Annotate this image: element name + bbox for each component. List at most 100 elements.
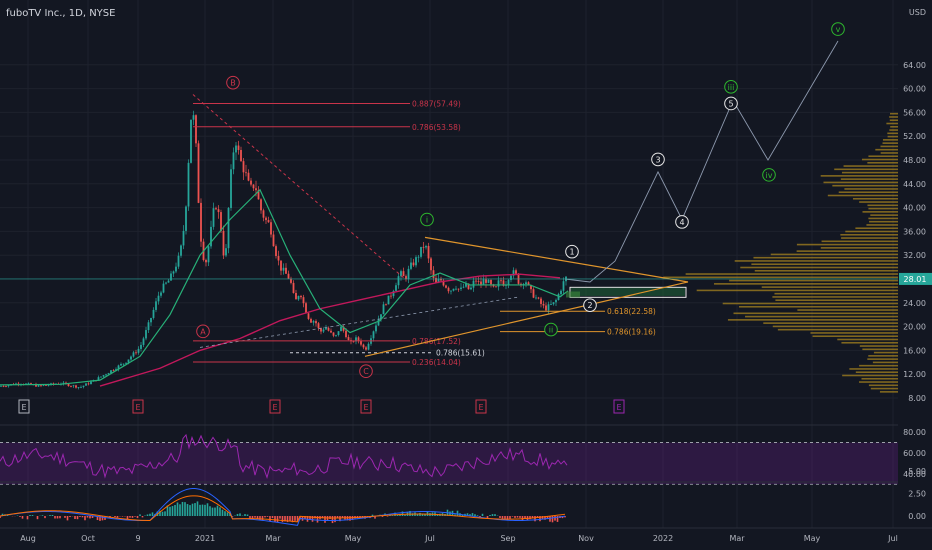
- candle: [82, 385, 85, 387]
- macd-histogram-bar: [189, 505, 191, 516]
- candle: [80, 386, 82, 388]
- macd-histogram-bar: [171, 506, 174, 516]
- macd-histogram-bar: [149, 513, 151, 516]
- macd-histogram-bar: [289, 516, 291, 522]
- candle: [340, 326, 342, 332]
- candle: [542, 303, 545, 306]
- candle: [525, 282, 527, 285]
- candle: [560, 290, 562, 295]
- macd-histogram-bar: [481, 513, 484, 516]
- candle: [200, 202, 202, 242]
- wave-label-circle: [544, 322, 558, 337]
- volume-profile-bar: [751, 263, 898, 266]
- macd-histogram-bar: [96, 516, 99, 521]
- candle: [407, 268, 410, 280]
- candle: [150, 317, 152, 323]
- candle: [480, 281, 482, 285]
- candle: [2, 385, 5, 387]
- volume-profile-bar: [866, 224, 898, 226]
- macd-histogram-bar: [116, 516, 119, 518]
- volume-profile-bar: [772, 296, 898, 298]
- macd-histogram-bar: [239, 513, 241, 516]
- macd-histogram-bar: [79, 516, 81, 517]
- candle: [432, 270, 435, 278]
- volume-profile-bar: [842, 374, 898, 377]
- macd-histogram-bar: [494, 514, 496, 516]
- macd-histogram-bar: [294, 516, 296, 521]
- volume-profile-bar: [777, 328, 898, 331]
- macd-histogram-bar: [454, 514, 456, 516]
- candle: [232, 152, 235, 170]
- candle: [347, 337, 350, 341]
- rsi-tick-label: 40.00: [903, 470, 926, 479]
- candle: [477, 281, 480, 282]
- candle: [365, 347, 367, 350]
- volume-profile-bar: [810, 332, 898, 334]
- wave-label: 2: [587, 301, 592, 310]
- macd-tick-label: 2.50: [908, 490, 926, 499]
- macd-histogram-bar: [201, 504, 204, 516]
- volume-profile-bar: [889, 119, 898, 122]
- candle: [305, 303, 307, 314]
- volume-profile-bar: [886, 122, 898, 125]
- macd-histogram-bar: [151, 512, 154, 516]
- volume-profile-bar: [867, 161, 898, 164]
- macd-histogram-bar: [521, 516, 524, 521]
- macd-histogram-bar: [279, 516, 281, 519]
- candle: [225, 248, 227, 256]
- volume-profile-bar: [729, 279, 898, 282]
- macd-histogram-bar: [76, 516, 79, 520]
- volume-profile-bar: [685, 273, 898, 275]
- grid-lines: [0, 0, 898, 528]
- macd-histogram-bar: [254, 516, 256, 518]
- macd-histogram-bar: [246, 514, 249, 516]
- candle: [17, 383, 20, 385]
- wave-label: ii: [549, 326, 553, 335]
- candle: [167, 280, 170, 283]
- candle: [402, 271, 405, 277]
- macd-histogram-bar: [404, 514, 406, 516]
- earnings-marker: [475, 399, 487, 414]
- volume-profile-bar: [861, 158, 898, 161]
- volume-profile-bar: [849, 368, 898, 370]
- candle: [35, 384, 37, 387]
- candle: [77, 387, 80, 388]
- candle: [380, 314, 382, 319]
- macd-histogram-bar: [424, 513, 426, 516]
- volume-profile-bar: [727, 319, 898, 321]
- candle: [27, 383, 30, 385]
- macd-histogram-bar: [176, 502, 179, 516]
- price-tick-label: 64.00: [903, 61, 926, 70]
- candle: [400, 271, 402, 277]
- volume-profile: [663, 112, 898, 393]
- candle: [97, 377, 100, 381]
- triangle-trendline: [424, 236, 689, 283]
- candle: [557, 294, 560, 300]
- macd-histogram-bar: [261, 516, 264, 521]
- macd-histogram-bar: [81, 516, 84, 518]
- candle: [100, 376, 102, 378]
- candle: [132, 352, 135, 357]
- wave-label-circle: [359, 364, 373, 379]
- candle: [120, 363, 122, 366]
- volume-profile-bar: [868, 155, 898, 158]
- price-tick-label: 12.00: [903, 370, 926, 379]
- macd-histogram-bar: [206, 503, 209, 516]
- candle: [42, 385, 45, 387]
- candle: [30, 383, 32, 385]
- time-tick-label: Oct: [81, 534, 95, 543]
- candle: [457, 288, 460, 290]
- wave-label: 1: [569, 248, 574, 257]
- volume-profile-bar: [889, 129, 898, 131]
- volume-profile-bar: [867, 358, 898, 360]
- volume-profile-bar: [774, 292, 898, 295]
- earnings-marker-label: E: [478, 403, 483, 412]
- volume-profile-bar: [859, 345, 898, 347]
- candle: [262, 210, 265, 218]
- candle: [515, 270, 517, 274]
- earnings-marker-label: E: [21, 403, 26, 412]
- candle: [162, 283, 165, 293]
- candle: [377, 318, 380, 326]
- wave-label-circle: [651, 152, 665, 167]
